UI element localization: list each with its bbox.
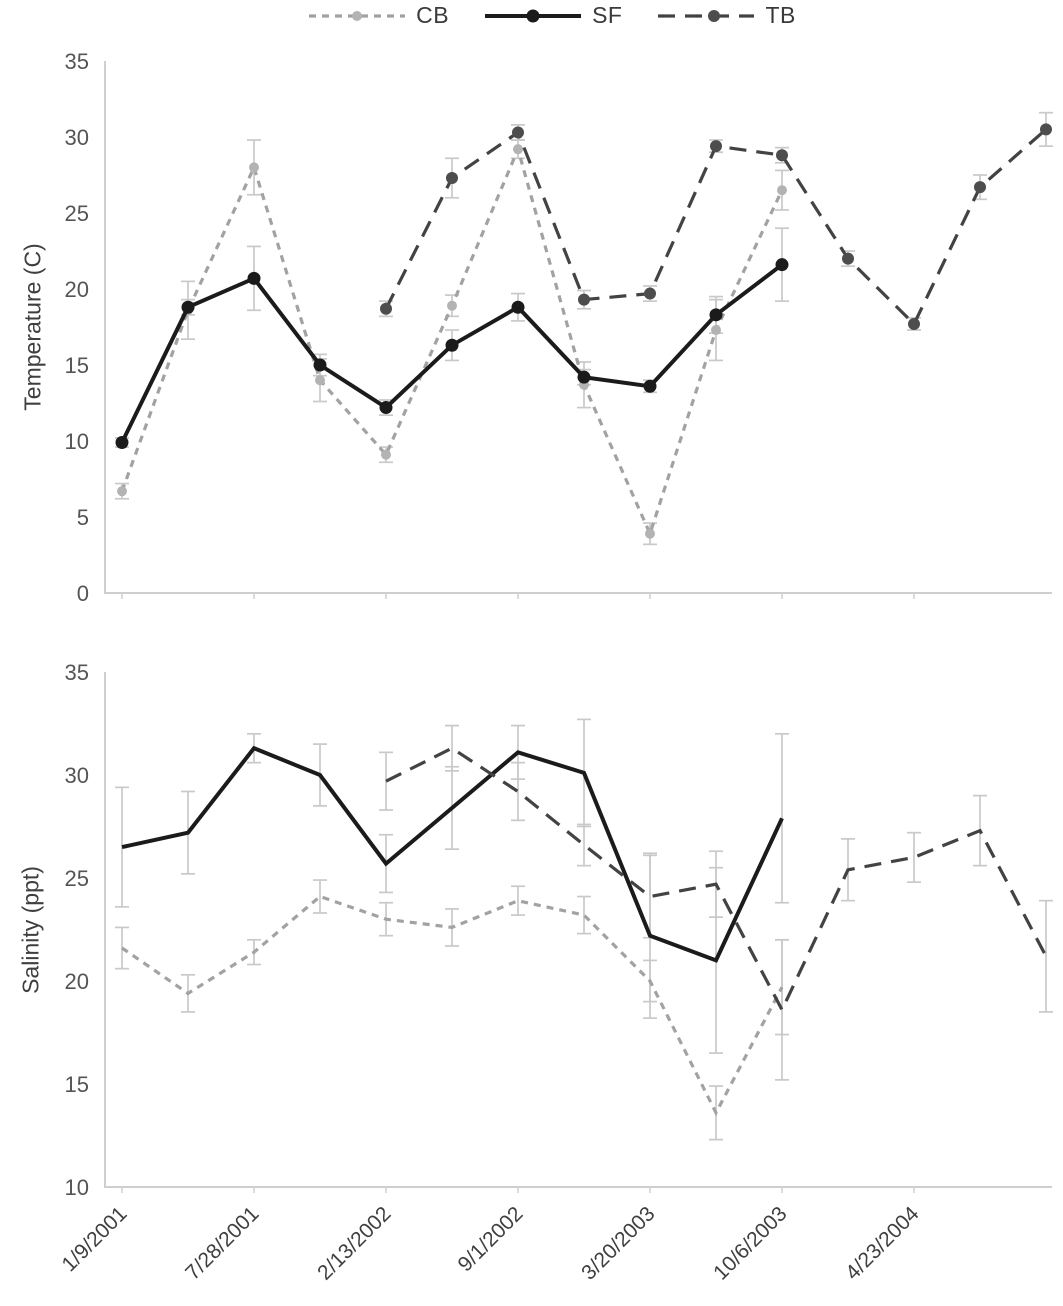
sf-data-point — [379, 401, 393, 415]
y-tick-label: 15 — [65, 1072, 89, 1097]
error-bar-tb — [577, 823, 591, 867]
sf-data-point — [115, 436, 129, 450]
y-tick-label: 25 — [65, 201, 89, 226]
y-tick-label: 15 — [65, 353, 89, 378]
sf-data-point — [445, 338, 459, 352]
cb-data-point — [249, 162, 259, 173]
error-bar-cb — [577, 895, 591, 935]
sf-series-line — [121, 745, 784, 963]
tb-data-point — [380, 302, 392, 315]
tb-data-point — [644, 287, 656, 300]
tb-data-point — [512, 126, 524, 139]
error-bar-tb — [775, 938, 789, 1081]
tb-data-point — [446, 172, 458, 185]
y-tick-label: 20 — [65, 277, 89, 302]
cb-data-point — [117, 486, 127, 497]
x-tick-label: 7/28/2001 — [181, 1202, 263, 1284]
error-bar-tb — [1039, 899, 1053, 1013]
x-tick-label: 10/6/2003 — [709, 1202, 791, 1284]
y-tick-label: 0 — [77, 581, 89, 606]
cb-data-point — [645, 528, 655, 539]
y-tick-label: 35 — [65, 49, 89, 74]
salinity-chart: 10 15 20 25 30 35 — [65, 660, 1053, 1200]
tb-data-point — [578, 293, 590, 306]
y-tick-label: 35 — [65, 660, 89, 685]
legend-item-tb: TB — [656, 2, 795, 29]
y-tick-label: 20 — [65, 969, 89, 994]
temperature-chart: 0 5 10 15 20 25 30 35 — [65, 49, 1053, 606]
error-bar-tb — [511, 761, 525, 822]
legend-label-cb: CB — [416, 2, 450, 28]
cb-data-point — [711, 325, 721, 336]
legend-item-sf: SF — [483, 2, 622, 29]
sf-data-point — [247, 271, 261, 285]
tb-data-point — [776, 149, 788, 162]
x-tick-label: 3/20/2003 — [577, 1202, 659, 1284]
error-bar-tb — [445, 724, 459, 772]
tb-data-point — [710, 140, 722, 153]
chart-legend: CB SF TB — [0, 2, 1063, 29]
sf-data-point — [313, 358, 327, 372]
salinity-axis-title: Salinity (ppt) — [17, 866, 44, 994]
tb-dashed-line-icon — [658, 9, 755, 22]
cb-series-line — [121, 894, 784, 1117]
error-bar-tb — [907, 831, 921, 883]
y-tick-label: 30 — [65, 125, 89, 150]
cb-legend-marker — [352, 10, 363, 21]
legend-label-sf: SF — [592, 2, 623, 28]
cb-data-point — [447, 300, 457, 311]
x-tick-label: 4/23/2004 — [841, 1202, 924, 1285]
cb-data-point — [777, 185, 787, 196]
x-tick-label: 2/13/2002 — [313, 1202, 395, 1284]
tb-series-line — [385, 746, 1048, 1014]
legend-label-tb: TB — [765, 2, 796, 28]
legend-item-cb: CB — [307, 2, 449, 29]
tb-legend-marker — [708, 9, 721, 22]
sf-data-point — [709, 308, 723, 322]
tb-data-point — [1040, 123, 1052, 136]
y-tick-label: 10 — [65, 1175, 89, 1200]
error-bar-sf — [775, 732, 789, 904]
error-bar-cb — [511, 885, 525, 916]
tb-series-line — [384, 128, 1048, 327]
y-tick-label: 25 — [65, 866, 89, 891]
x-tick-label: 9/1/2002 — [453, 1202, 527, 1276]
sf-data-point — [577, 370, 591, 384]
cb-data-point — [513, 144, 523, 155]
sf-data-point — [775, 258, 789, 272]
cb-dashed-line-icon — [309, 10, 406, 21]
y-tick-label: 30 — [65, 763, 89, 788]
x-tick-label: 1/9/2001 — [57, 1202, 131, 1276]
y-tick-label: 10 — [65, 429, 89, 454]
sf-data-point — [181, 300, 195, 314]
sf-solid-line-icon — [485, 9, 582, 22]
tb-data-point — [908, 317, 920, 330]
sf-data-point — [511, 300, 525, 314]
cb-data-point — [315, 375, 325, 386]
tb-data-point — [842, 252, 854, 265]
temperature-axis-title: Temperature (C) — [19, 243, 46, 411]
y-tick-label: 5 — [77, 505, 89, 530]
sf-data-point — [643, 379, 657, 393]
sf-legend-marker — [526, 9, 540, 22]
cb-data-point — [381, 449, 391, 460]
tb-data-point — [974, 181, 986, 194]
error-bar-cb — [313, 879, 327, 914]
